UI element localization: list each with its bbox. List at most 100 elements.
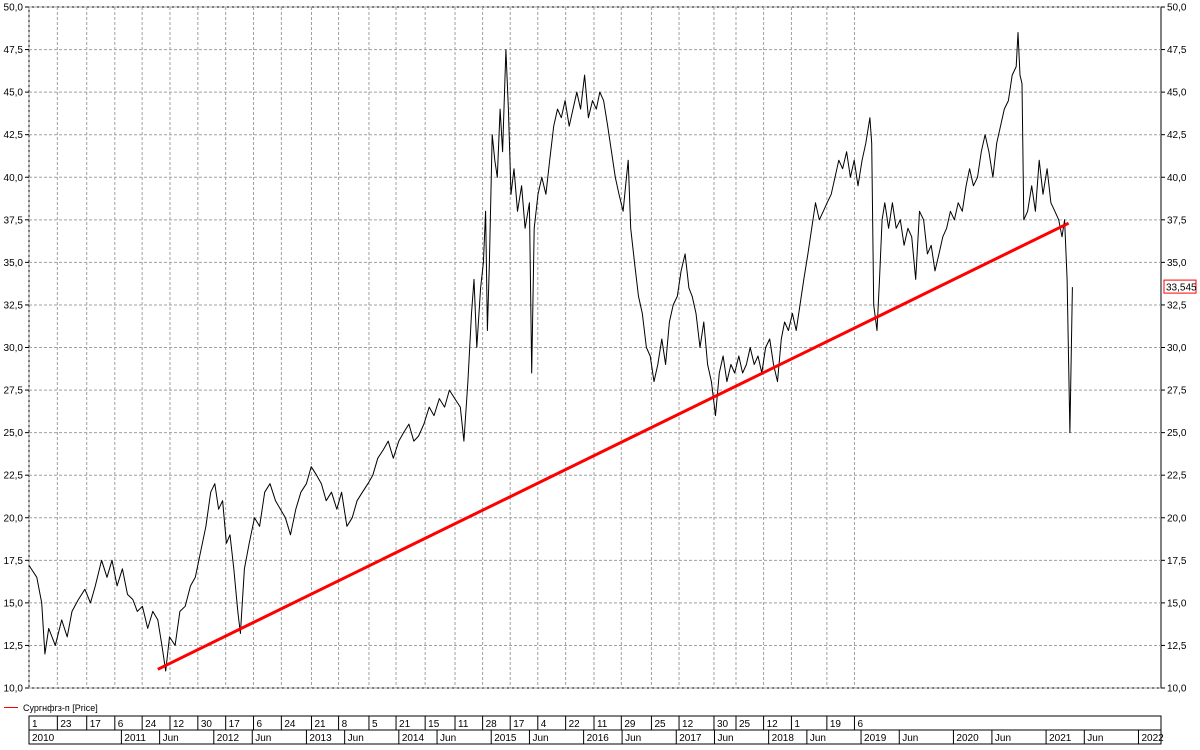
legend-line-swatch bbox=[4, 707, 18, 708]
x-period-label: Jun bbox=[902, 733, 918, 744]
y-tick-label-right: 40,0 bbox=[1167, 173, 1187, 184]
x-period-label: 2019 bbox=[864, 733, 887, 744]
x-period-label: 2021 bbox=[1049, 733, 1072, 744]
y-tick-label-right: 15,0 bbox=[1167, 598, 1187, 609]
x-period-label: 2020 bbox=[956, 733, 979, 744]
y-tick-label-left: 12,5 bbox=[4, 641, 24, 652]
x-period-label: 2010 bbox=[32, 733, 55, 744]
x-tick-label: 25 bbox=[739, 719, 751, 730]
x-tick-label: 29 bbox=[624, 719, 636, 730]
x-period-label: Jun bbox=[255, 733, 271, 744]
x-tick-label: 17 bbox=[90, 719, 102, 730]
x-tick-label: 12 bbox=[767, 719, 779, 730]
y-tick-label-left: 17,5 bbox=[4, 556, 24, 567]
x-tick-label: 11 bbox=[597, 719, 608, 730]
x-tick-label: 17 bbox=[229, 719, 241, 730]
x-period-label: Jun bbox=[163, 733, 179, 744]
y-tick-label-right: 12,5 bbox=[1167, 641, 1187, 652]
y-tick-label-right: 35,0 bbox=[1167, 258, 1187, 269]
x-tick-label: 15 bbox=[428, 719, 440, 730]
y-tick-label-right: 20,0 bbox=[1167, 513, 1187, 524]
x-period-label: Jun bbox=[532, 733, 548, 744]
y-tick-label-right: 17,5 bbox=[1167, 556, 1187, 567]
y-axis-right: 10,0 12,5 15,0 17,5 20,0 22,5 25,0 27,5 30,0 32,5… bbox=[1161, 3, 1187, 695]
x-tick-label: 12 bbox=[173, 719, 185, 730]
y-tick-label-left: 20,0 bbox=[4, 513, 24, 524]
x-tick-label: 6 bbox=[118, 719, 124, 730]
y-tick-label-right: 10,0 bbox=[1167, 684, 1187, 695]
x-tick-label: 6 bbox=[857, 719, 863, 730]
x-tick-label: 30 bbox=[717, 719, 729, 730]
x-tick-label: 21 bbox=[314, 719, 326, 730]
y-tick-label-right: 50,0 bbox=[1167, 3, 1187, 14]
y-tick-label-right: 47,5 bbox=[1167, 45, 1187, 56]
x-tick-label: 19 bbox=[830, 719, 842, 730]
x-tick-label: 30 bbox=[201, 719, 213, 730]
y-tick-label-left: 27,5 bbox=[4, 386, 24, 397]
x-tick-label: 4 bbox=[541, 719, 547, 730]
y-tick-label-right: 27,5 bbox=[1167, 386, 1187, 397]
x-period-label: 2017 bbox=[679, 733, 702, 744]
y-tick-label-left: 40,0 bbox=[4, 173, 24, 184]
x-period-label: Jun bbox=[810, 733, 826, 744]
x-period-label: 2016 bbox=[587, 733, 610, 744]
legend-label: Сургнфгз-п [Price] bbox=[23, 702, 98, 713]
x-tick-label: 5 bbox=[372, 719, 378, 730]
x-axis-top-row bbox=[28, 715, 1162, 731]
x-tick-label: 23 bbox=[60, 719, 72, 730]
y-tick-label-left: 37,5 bbox=[4, 215, 24, 226]
x-period-label: 2014 bbox=[402, 733, 425, 744]
x-tick-label: 22 bbox=[569, 719, 581, 730]
x-period-label: 2012 bbox=[217, 733, 240, 744]
x-period-label: Jun bbox=[1087, 733, 1103, 744]
y-tick-label-right: 22,5 bbox=[1167, 471, 1187, 482]
y-axis-left: 10,0 12,5 15,0 17,5 20,0 22,5 25,0 27,5 30,0 32,5… bbox=[4, 3, 29, 695]
x-period-label: 2011 bbox=[124, 733, 146, 744]
x-tick-label: 12 bbox=[682, 719, 694, 730]
y-tick-label-right: 37,5 bbox=[1167, 215, 1187, 226]
x-period-label: Jun bbox=[717, 733, 733, 744]
x-period-label: Jun bbox=[440, 733, 456, 744]
y-tick-label-left: 25,0 bbox=[4, 428, 24, 439]
x-period-label: Jun bbox=[995, 733, 1011, 744]
x-period-label: Jun bbox=[348, 733, 364, 744]
x-period-label: 2015 bbox=[494, 733, 517, 744]
series-group bbox=[28, 32, 1073, 672]
last-value-box bbox=[1163, 279, 1197, 294]
last-value-label: 33,545 bbox=[1166, 283, 1197, 294]
y-tick-label-left: 32,5 bbox=[4, 300, 24, 311]
x-period-label: 2018 bbox=[772, 733, 795, 744]
x-tick-label: 6 bbox=[257, 719, 263, 730]
y-tick-label-left: 45,0 bbox=[4, 88, 24, 99]
x-tick-label: 11 bbox=[458, 719, 469, 730]
x-axis-top-ticks: 1 23 17 6 24 12 30 17 6 24 21 8 5 21 15 11 28 17 4 22 11 29 25… bbox=[28, 716, 863, 730]
y-tick-label-left: 47,5 bbox=[4, 45, 24, 56]
x-period-label: Jun bbox=[625, 733, 641, 744]
legend: Сургнфгз-п [Price] bbox=[4, 701, 98, 714]
last-value-marker: 33,545 bbox=[1163, 279, 1197, 294]
y-tick-label-left: 50,0 bbox=[4, 3, 24, 14]
x-tick-label: 21 bbox=[399, 719, 411, 730]
x-axis-bottom-labels: 2010 2011 Jun 2012 Jun 2013 Jun 2014 Jun 2015 Jun 2… bbox=[28, 730, 1164, 744]
x-tick-label: 1 bbox=[32, 719, 38, 730]
y-tick-label-left: 22,5 bbox=[4, 471, 24, 482]
x-tick-label: 28 bbox=[486, 719, 498, 730]
x-tick-label: 17 bbox=[513, 719, 525, 730]
x-period-label: 2022 bbox=[1141, 733, 1164, 744]
y-tick-label-right: 32,5 bbox=[1167, 300, 1187, 311]
y-tick-label-right: 45,0 bbox=[1167, 88, 1187, 99]
y-tick-label-left: 15,0 bbox=[4, 598, 24, 609]
x-axis: 1 23 17 6 24 12 30 17 6 24 21 8 5 21 15 11 28 17 4 22 11 29 25… bbox=[28, 715, 1164, 745]
y-tick-label-right: 42,5 bbox=[1167, 130, 1187, 141]
y-tick-label-right: 30,0 bbox=[1167, 343, 1187, 354]
y-tick-label-right: 25,0 bbox=[1167, 428, 1187, 439]
trend-line bbox=[157, 221, 1070, 671]
x-tick-label: 25 bbox=[654, 719, 666, 730]
x-tick-label: 24 bbox=[145, 719, 157, 730]
x-tick-label: 1 bbox=[794, 719, 800, 730]
x-tick-label: 8 bbox=[342, 719, 348, 730]
x-tick-label: 24 bbox=[284, 719, 296, 730]
x-period-label: 2013 bbox=[309, 733, 332, 744]
y-tick-label-left: 35,0 bbox=[4, 258, 24, 269]
